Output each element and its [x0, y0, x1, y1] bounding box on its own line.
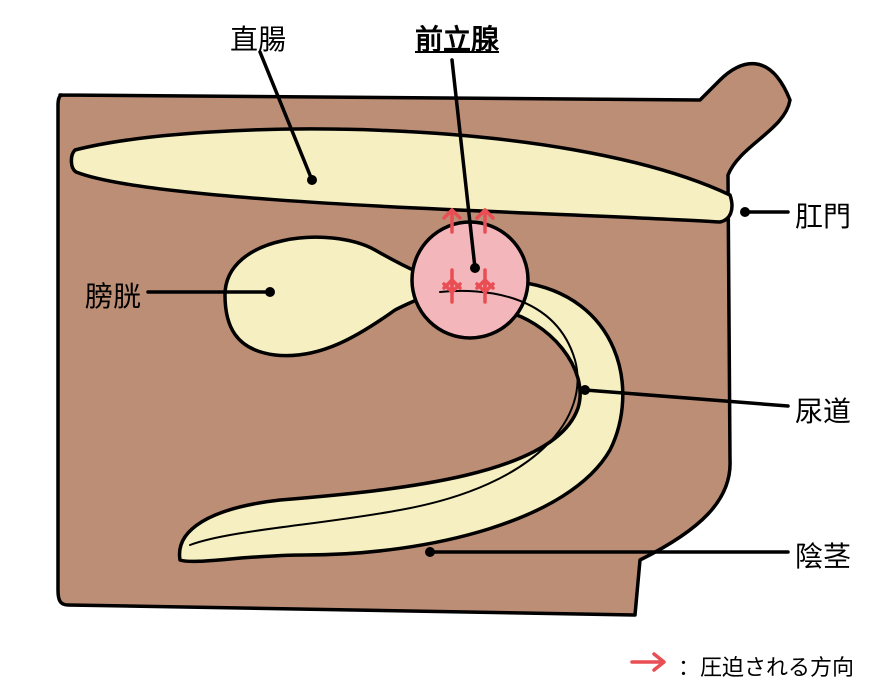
- label-urethra: 尿道: [795, 390, 851, 430]
- label-prostate: 前立腺: [415, 18, 499, 58]
- leader-dot-rectum: [307, 175, 317, 185]
- label-penis: 陰茎: [795, 535, 851, 575]
- label-bladder: 膀胱: [85, 275, 141, 315]
- leader-dot-anus: [740, 207, 750, 217]
- leader-dot-urethra: [580, 385, 590, 395]
- label-anus: 肛門: [795, 195, 851, 235]
- leader-dot-bladder: [265, 287, 275, 297]
- label-rectum: 直腸: [230, 18, 286, 58]
- leader-dot-penis: [425, 547, 435, 557]
- leader-dot-prostate: [470, 263, 480, 273]
- prostate-shape: [412, 222, 528, 338]
- anatomy-diagram: [0, 0, 885, 693]
- legend-text: ：圧迫される方向: [678, 650, 854, 682]
